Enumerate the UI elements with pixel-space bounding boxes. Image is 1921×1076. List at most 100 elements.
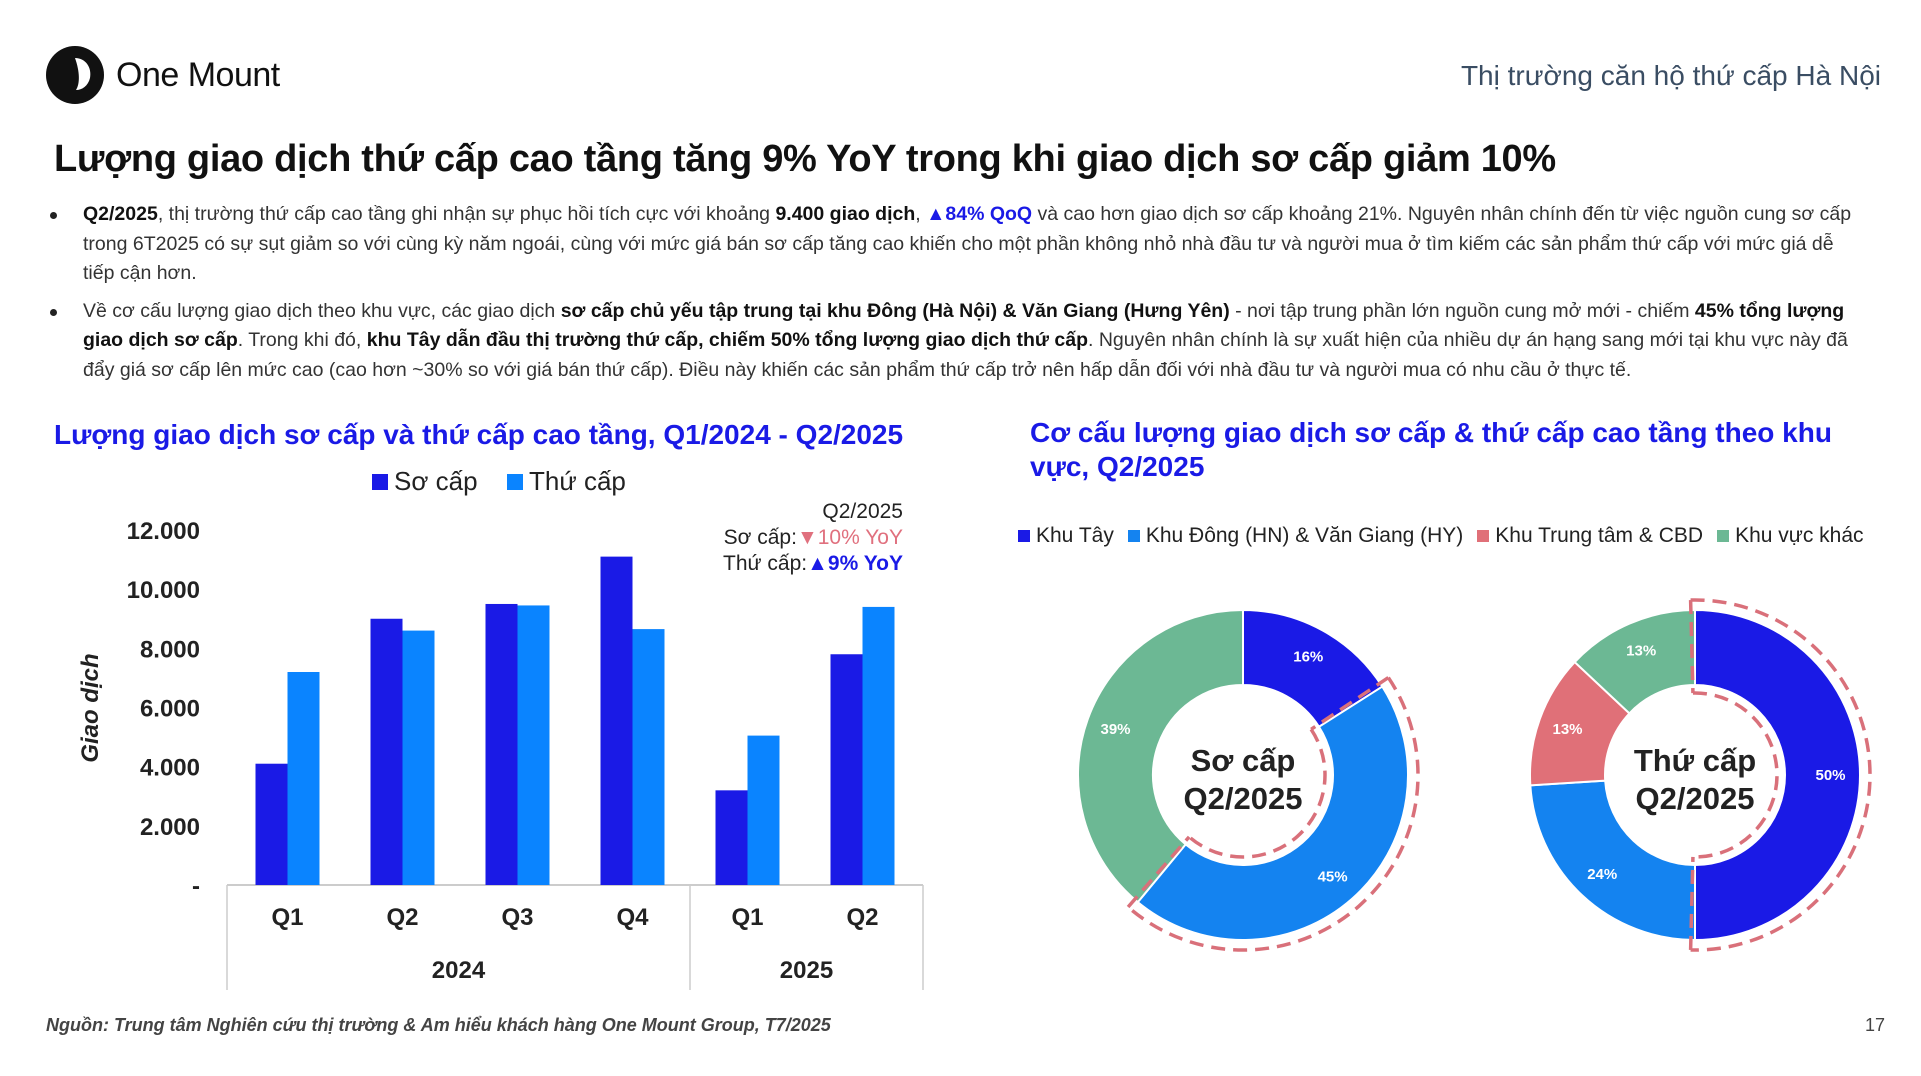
bar-primary xyxy=(255,763,288,885)
donut-slice xyxy=(1529,779,1696,942)
legend-label: Khu vực khác xyxy=(1735,524,1864,547)
slice-label: 45% xyxy=(1318,869,1348,886)
bullet-list: Q2/2025, thị trường thứ cấp cao tầng ghi… xyxy=(46,200,1866,393)
x-tick-label: Q1 xyxy=(731,904,763,931)
legend-swatch xyxy=(372,474,388,490)
bullet-text: , thị trường thứ cấp cao tầng ghi nhận s… xyxy=(157,203,776,225)
bar-primary xyxy=(600,556,633,885)
highlight-outline xyxy=(1692,691,1779,859)
highlight-outline xyxy=(1688,856,1695,950)
bar-secondary xyxy=(402,630,435,885)
bullet-text: - nơi tập trung phần lớn nguồn cung mở m… xyxy=(1229,299,1695,322)
y-tick-label: 2.000 xyxy=(140,814,200,841)
highlight-outline xyxy=(1126,676,1420,952)
bullet-text: sơ cấp chủ yếu tập trung tại khu Đông (H… xyxy=(560,299,1230,322)
y-axis-label: Giao dịch xyxy=(77,653,104,762)
bar-secondary xyxy=(287,672,320,885)
bar-secondary xyxy=(862,606,895,885)
legend-label: Khu Đông (HN) & Văn Giang (HY) xyxy=(1145,524,1464,547)
page-number: 17 xyxy=(1864,1015,1885,1035)
annotation-period: Q2/2025 xyxy=(822,500,903,523)
y-tick-label: 8.000 xyxy=(140,636,200,663)
year-label: 2025 xyxy=(780,957,833,984)
y-tick-label: 4.000 xyxy=(140,755,200,782)
annotation-change-down: ▼10% YoY xyxy=(797,526,903,549)
donut-slice xyxy=(1136,685,1409,941)
slice-label: 13% xyxy=(1552,721,1582,738)
legend-item: Khu Trung tâm & CBD xyxy=(1477,524,1703,548)
legend-label: Thứ cấp xyxy=(529,466,626,496)
bullet-text: , xyxy=(915,203,927,225)
y-tick-label: 6.000 xyxy=(140,696,200,723)
highlight-outline xyxy=(1126,835,1191,909)
donut-center-period: Q2/2025 xyxy=(1184,781,1303,816)
legend-label: Khu Tây xyxy=(1036,524,1114,547)
slice-label: 39% xyxy=(1100,721,1130,738)
bullet-text: 45% tổng lượng giao dịch sơ cấp xyxy=(83,299,1845,352)
slice-label: 16% xyxy=(1293,648,1323,665)
bar-chart: Sơ cấp Thứ cấp - 2.000 4.000 6.000 8.000 10.00… xyxy=(77,466,924,990)
legend-swatch xyxy=(1717,530,1730,542)
bar-primary xyxy=(370,618,403,885)
brand-name: One Mount xyxy=(116,55,280,94)
bullet-text: . Trong khi đó, xyxy=(237,329,367,351)
page-headline: Lượng giao dịch thứ cấp cao tầng tăng 9%… xyxy=(54,138,1556,180)
y-tick-label: 10.000 xyxy=(127,577,200,604)
y-tick-label: 12.000 xyxy=(127,518,200,545)
donut-chart-title: Cơ cấu lượng giao dịch sơ cấp & thứ cấp … xyxy=(1030,417,1832,482)
legend-label: Sơ cấp xyxy=(394,466,478,496)
x-tick-label: Q2 xyxy=(386,904,418,931)
highlight-outline xyxy=(1310,676,1390,731)
source-note: Nguồn: Trung tâm Nghiên cứu thị trường &… xyxy=(46,1015,831,1035)
annotation-label: Thứ cấp: xyxy=(723,552,807,575)
x-tick-label: Q4 xyxy=(616,904,649,931)
x-tick-label: Q2 xyxy=(846,904,878,931)
highlight-outline xyxy=(1690,598,1872,952)
legend-swatch xyxy=(1477,530,1490,542)
bullet-text: và cao hơn giao dịch sơ cấp khoảng 21%. … xyxy=(83,203,1852,284)
x-tick-label: Q1 xyxy=(271,904,303,931)
bar-secondary xyxy=(517,605,550,885)
bar-primary xyxy=(715,790,748,885)
bullet-item: Về cơ cấu lượng giao dịch theo khu vực, … xyxy=(46,297,1866,386)
donut-legend: Khu Tây Khu Đông (HN) & Văn Giang (HY) K… xyxy=(1018,524,1878,548)
donut-slice xyxy=(1573,608,1696,715)
annotation-primary: Sơ cấp:▼10% YoY xyxy=(724,526,903,549)
one-mount-logo-icon xyxy=(46,46,104,104)
legend-swatch xyxy=(507,474,523,490)
legend-item: Khu Tây xyxy=(1018,524,1114,548)
donut-center-title: Sơ cấp xyxy=(1191,743,1296,778)
bar-secondary xyxy=(747,735,780,885)
legend-item: Khu vực khác xyxy=(1717,524,1864,548)
bullet-text: Q2/2025 xyxy=(83,203,158,225)
slice-label: 50% xyxy=(1815,767,1845,784)
bullet-text: Về cơ cấu lượng giao dịch theo khu vực, … xyxy=(83,299,561,322)
donut-center-period: Q2/2025 xyxy=(1636,781,1755,816)
bullet-text: 9.400 giao dịch xyxy=(775,203,916,225)
y-tick-label: - xyxy=(192,873,200,900)
x-tick-label: Q3 xyxy=(501,904,533,931)
legend-item: Khu Đông (HN) & Văn Giang (HY) xyxy=(1127,524,1464,548)
legend-swatch xyxy=(1018,530,1030,542)
brand-logo: One Mount xyxy=(46,46,280,104)
legend-label: Khu Trung tâm & CBD xyxy=(1495,524,1704,547)
donut-slice xyxy=(1077,608,1244,904)
donut-center-title: Thứ cấp xyxy=(1634,743,1756,778)
qoq-badge: ▲84% QoQ xyxy=(926,203,1033,225)
year-label: 2024 xyxy=(432,957,486,984)
bullet-text: . Nguyên nhân chính là sự xuất hiện của … xyxy=(83,329,1848,381)
donut-slice xyxy=(1694,608,1861,942)
legend-swatch xyxy=(1127,530,1140,542)
section-title: Thị trường căn hộ thứ cấp Hà Nội xyxy=(1460,60,1881,91)
annotation-secondary: Thứ cấp:▲9% YoY xyxy=(723,552,903,575)
bar-primary xyxy=(830,654,863,885)
bullet-item: Q2/2025, thị trường thứ cấp cao tầng ghi… xyxy=(46,200,1866,289)
bar-secondary xyxy=(632,629,665,885)
bullet-text: khu Tây dẫn đầu thị trường thứ cấp, chiế… xyxy=(366,329,1088,351)
bar-chart-title: Lượng giao dịch sơ cấp và thứ cấp cao tầ… xyxy=(54,419,904,450)
slice-label: 13% xyxy=(1626,643,1656,660)
slice-label: 24% xyxy=(1587,866,1617,883)
highlight-outline xyxy=(1688,600,1695,694)
highlight-outline xyxy=(1188,728,1327,859)
